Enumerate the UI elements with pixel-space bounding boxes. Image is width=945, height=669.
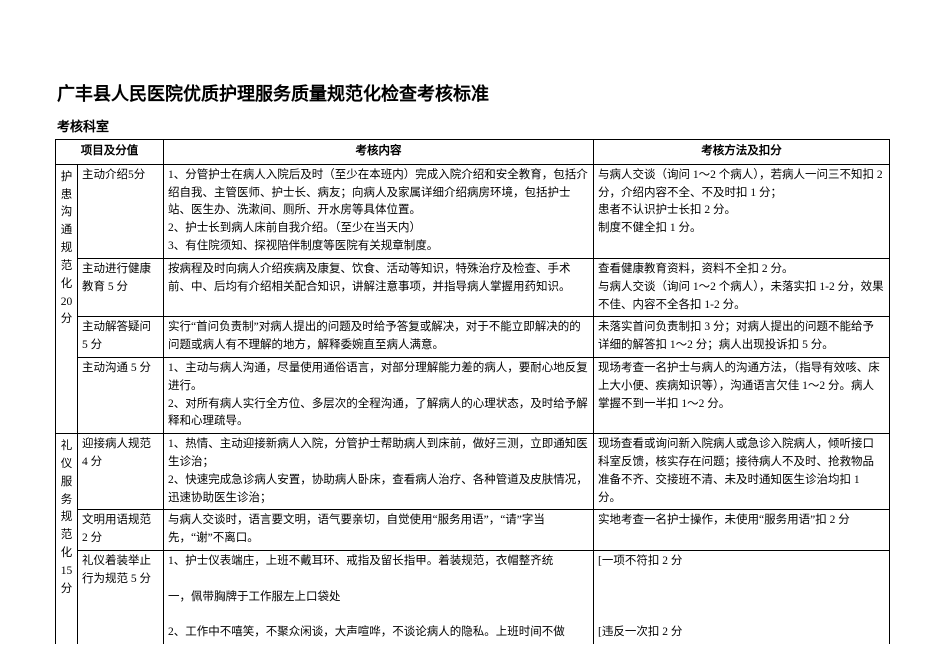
method-cell: 查看健康教育资料，资料不全扣 2 分。与病人交谈（询问 1～2 个病人），未落实… — [594, 258, 890, 316]
method-cell: 现场查看或询问新入院病人或急诊入院病人，倾听接口科室反馈，核实存在问题；接待病人… — [594, 434, 890, 510]
page-subtitle: 考核科室 — [57, 116, 890, 135]
header-item-score: 项目及分值 — [56, 140, 164, 165]
table-row: 礼仪服务规范化15分迎接病人规范 4 分1、热情、主动迎接新病人入院，分管护士帮… — [56, 434, 890, 510]
content-cell: 1、主动与病人沟通，尽量使用通俗语言，对部分理解能力差的病人，要耐心地反复进行。… — [164, 357, 594, 433]
method-cell: 与病人交谈（询问 1～2 个病人），若病人一问三不知扣 2 分，介绍内容不全、不… — [594, 164, 890, 258]
header-method: 考核方法及扣分 — [594, 140, 890, 165]
item-cell: 主动进行健康教育 5 分 — [78, 258, 164, 316]
table-row: 文明用语规范 2 分与病人交谈时，语言要文明，语气要亲切，自觉使用“服务用语”，… — [56, 510, 890, 551]
method-cell: 现场考查一名护士与病人的沟通方法，（指导有效咳、床上大小便、疾病知识等），沟通语… — [594, 357, 890, 433]
method-cell: [一项不符扣 2 分[违反一次扣 2 分 — [594, 551, 890, 645]
content-cell: 1、热情、主动迎接新病人入院，分管护士帮助病人到床前，做好三测，立即通知医生诊治… — [164, 434, 594, 510]
item-cell: 主动沟通 5 分 — [78, 357, 164, 433]
table-row: 主动进行健康教育 5 分按病程及时向病人介绍疾病及康复、饮食、活动等知识，特殊治… — [56, 258, 890, 316]
item-cell: 文明用语规范 2 分 — [78, 510, 164, 551]
table-header-row: 项目及分值 考核内容 考核方法及扣分 — [56, 140, 890, 165]
section-label: 护患沟通规范化20分 — [56, 164, 78, 433]
table-row: 主动沟通 5 分1、主动与病人沟通，尽量使用通俗语言，对部分理解能力差的病人，要… — [56, 357, 890, 433]
table-row: 主动解答疑问 5 分实行“首问负责制”对病人提出的问题及时给予答复或解决，对于不… — [56, 317, 890, 358]
item-cell: 主动介绍5分 — [78, 164, 164, 258]
table-row: 护患沟通规范化20分主动介绍5分1、分管护士在病人入院后及时（至少在本班内）完成… — [56, 164, 890, 258]
item-cell: 迎接病人规范 4 分 — [78, 434, 164, 510]
method-cell: 实地考查一名护士操作，未使用“服务用语”扣 2 分 — [594, 510, 890, 551]
method-cell: 未落实首问负责制扣 3 分；对病人提出的问题不能给予详细的解答扣 1～2 分；病… — [594, 317, 890, 358]
item-cell: 主动解答疑问 5 分 — [78, 317, 164, 358]
content-cell: 按病程及时向病人介绍疾病及康复、饮食、活动等知识，特殊治疗及检查、手术前、中、后… — [164, 258, 594, 316]
content-cell: 实行“首问负责制”对病人提出的问题及时给予答复或解决，对于不能立即解决的的问题或… — [164, 317, 594, 358]
content-cell: 1、分管护士在病人入院后及时（至少在本班内）完成入院介绍和安全教育，包括介绍自我… — [164, 164, 594, 258]
assessment-table: 项目及分值 考核内容 考核方法及扣分 护患沟通规范化20分主动介绍5分1、分管护… — [55, 139, 890, 644]
content-cell: 与病人交谈时，语言要文明，语气要亲切，自觉使用“服务用语”，“请”字当先，“谢”… — [164, 510, 594, 551]
header-content: 考核内容 — [164, 140, 594, 165]
content-cell: 1、护士仪表端庄，上班不戴耳环、戒指及留长指甲。着装规范，衣帽整齐统一，佩带胸牌… — [164, 551, 594, 645]
item-cell: 礼仪着装举止行为规范 5 分 — [78, 551, 164, 645]
section-label: 礼仪服务规范化15分 — [56, 434, 78, 644]
page-title: 广丰县人民医院优质护理服务质量规范化检查考核标准 — [57, 80, 890, 106]
table-row: 礼仪着装举止行为规范 5 分1、护士仪表端庄，上班不戴耳环、戒指及留长指甲。着装… — [56, 551, 890, 645]
